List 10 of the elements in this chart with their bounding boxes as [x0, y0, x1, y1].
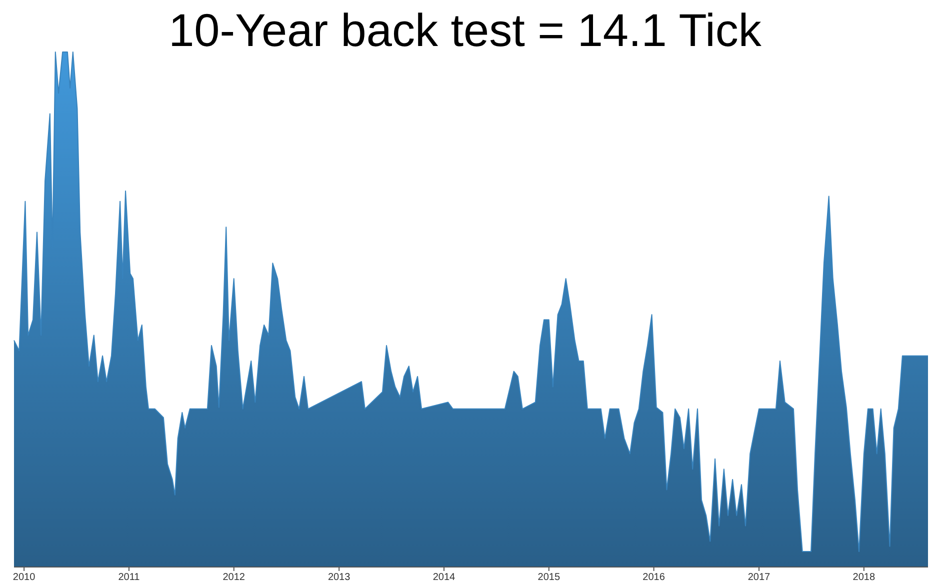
x-tick-label: 2016	[642, 572, 666, 583]
x-tick-label: 2012	[222, 572, 246, 583]
x-tick-label: 2013	[328, 572, 351, 583]
chart-title: 10-Year back test = 14.1 Tick	[168, 4, 762, 56]
x-tick-label: 2015	[538, 572, 560, 583]
x-tick-label: 2010	[12, 572, 36, 583]
x-tick-label: 2011	[118, 572, 140, 583]
x-tick-label: 2017	[748, 572, 771, 583]
x-tick-label: 2018	[852, 572, 876, 583]
x-tick-label: 2014	[432, 572, 456, 583]
